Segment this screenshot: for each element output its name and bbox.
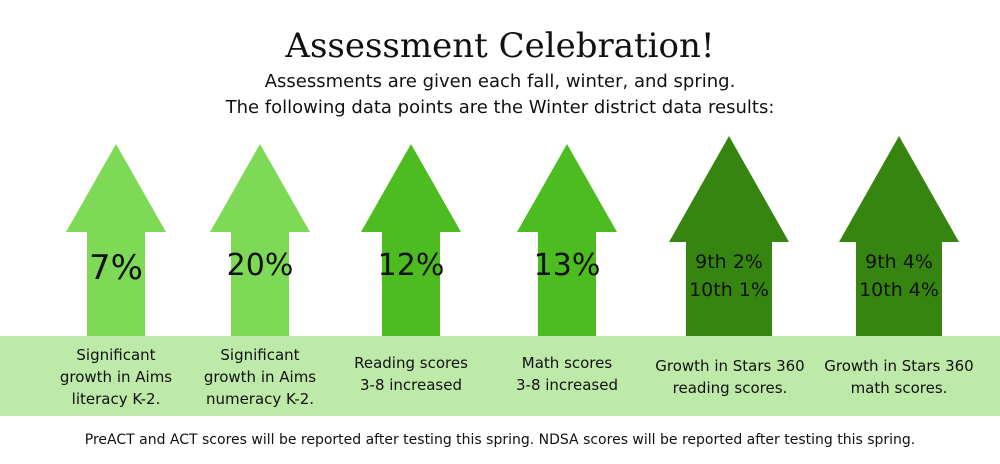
arrow-math-scores: 13% [517, 144, 617, 336]
up-arrow-icon [66, 144, 166, 336]
value-line: 13% [533, 248, 601, 283]
up-arrow-icon [517, 144, 617, 336]
caption-line: growth in Aims [203, 368, 317, 386]
arrow-reading-scores: 12% [361, 144, 461, 336]
caption-line: Significant [220, 346, 300, 364]
arrow-aims-numeracy: 20% [210, 144, 310, 336]
caption-aims-numeracy: Significant growth in Aims numeracy K-2. [185, 344, 335, 410]
value-label: 12% [361, 246, 461, 286]
caption-stars-math: Growth in Stars 360 math scores. [814, 355, 984, 399]
caption-line: literacy K-2. [71, 390, 161, 408]
caption-band [0, 336, 1000, 416]
value-line: 9th 4% [865, 251, 933, 273]
caption-line: math scores. [850, 379, 948, 397]
up-arrow-icon [839, 136, 959, 336]
arrow-shape [66, 144, 166, 336]
value-line: 10th 1% [689, 279, 769, 301]
caption-line: Significant [76, 346, 156, 364]
caption-math-scores: Math scores 3-8 increased [492, 352, 642, 396]
arrow-stars-reading: 9th 2% 10th 1% [669, 136, 789, 336]
caption-line: reading scores. [672, 379, 788, 397]
caption-stars-reading: Growth in Stars 360 reading scores. [645, 355, 815, 399]
value-label: 7% [66, 248, 166, 288]
value-label: 20% [210, 246, 310, 286]
value-line: 10th 4% [859, 279, 939, 301]
footer-note: PreACT and ACT scores will be reported a… [84, 432, 916, 448]
caption-line: 3-8 increased [359, 376, 462, 394]
caption-line: Growth in Stars 360 [824, 357, 974, 375]
caption-line: Math scores [521, 354, 613, 372]
value-line: 7% [89, 248, 143, 288]
value-line: 12% [377, 248, 445, 283]
value-label: 9th 2% 10th 1% [669, 248, 789, 304]
up-arrow-icon [361, 144, 461, 336]
value-line: 9th 2% [695, 251, 763, 273]
subtitle-line-1: Assessments are given each fall, winter,… [264, 71, 736, 92]
caption-line: Growth in Stars 360 [655, 357, 805, 375]
arrow-shape [839, 136, 959, 336]
up-arrow-icon [210, 144, 310, 336]
up-arrow-icon [669, 136, 789, 336]
caption-reading-scores: Reading scores 3-8 increased [336, 352, 486, 396]
value-label: 9th 4% 10th 4% [839, 248, 959, 304]
caption-aims-literacy: Significant growth in Aims literacy K-2. [41, 344, 191, 410]
arrow-shape [669, 136, 789, 336]
arrow-stars-math: 9th 4% 10th 4% [839, 136, 959, 336]
caption-line: 3-8 increased [515, 376, 618, 394]
page-title: Assessment Celebration! [285, 26, 715, 66]
value-label: 13% [517, 246, 617, 286]
subtitle-line-2: The following data points are the Winter… [225, 97, 775, 118]
caption-line: numeracy K-2. [205, 390, 315, 408]
caption-line: growth in Aims [59, 368, 173, 386]
caption-line: Reading scores [354, 354, 468, 372]
arrow-shape [361, 144, 461, 336]
value-line: 20% [226, 248, 294, 283]
arrow-shape [517, 144, 617, 336]
arrow-aims-literacy: 7% [66, 144, 166, 336]
arrow-shape [210, 144, 310, 336]
